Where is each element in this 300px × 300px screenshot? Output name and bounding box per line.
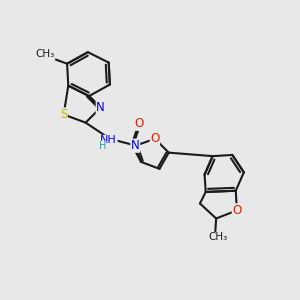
Text: O: O (134, 117, 143, 130)
Text: CH₃: CH₃ (36, 50, 55, 59)
Text: H: H (99, 141, 106, 151)
Text: N: N (96, 101, 105, 114)
Text: S: S (60, 108, 67, 121)
Text: NH: NH (100, 135, 117, 146)
Text: N: N (131, 139, 140, 152)
Text: O: O (150, 132, 160, 145)
Text: O: O (232, 204, 242, 217)
Text: CH₃: CH₃ (209, 232, 228, 242)
